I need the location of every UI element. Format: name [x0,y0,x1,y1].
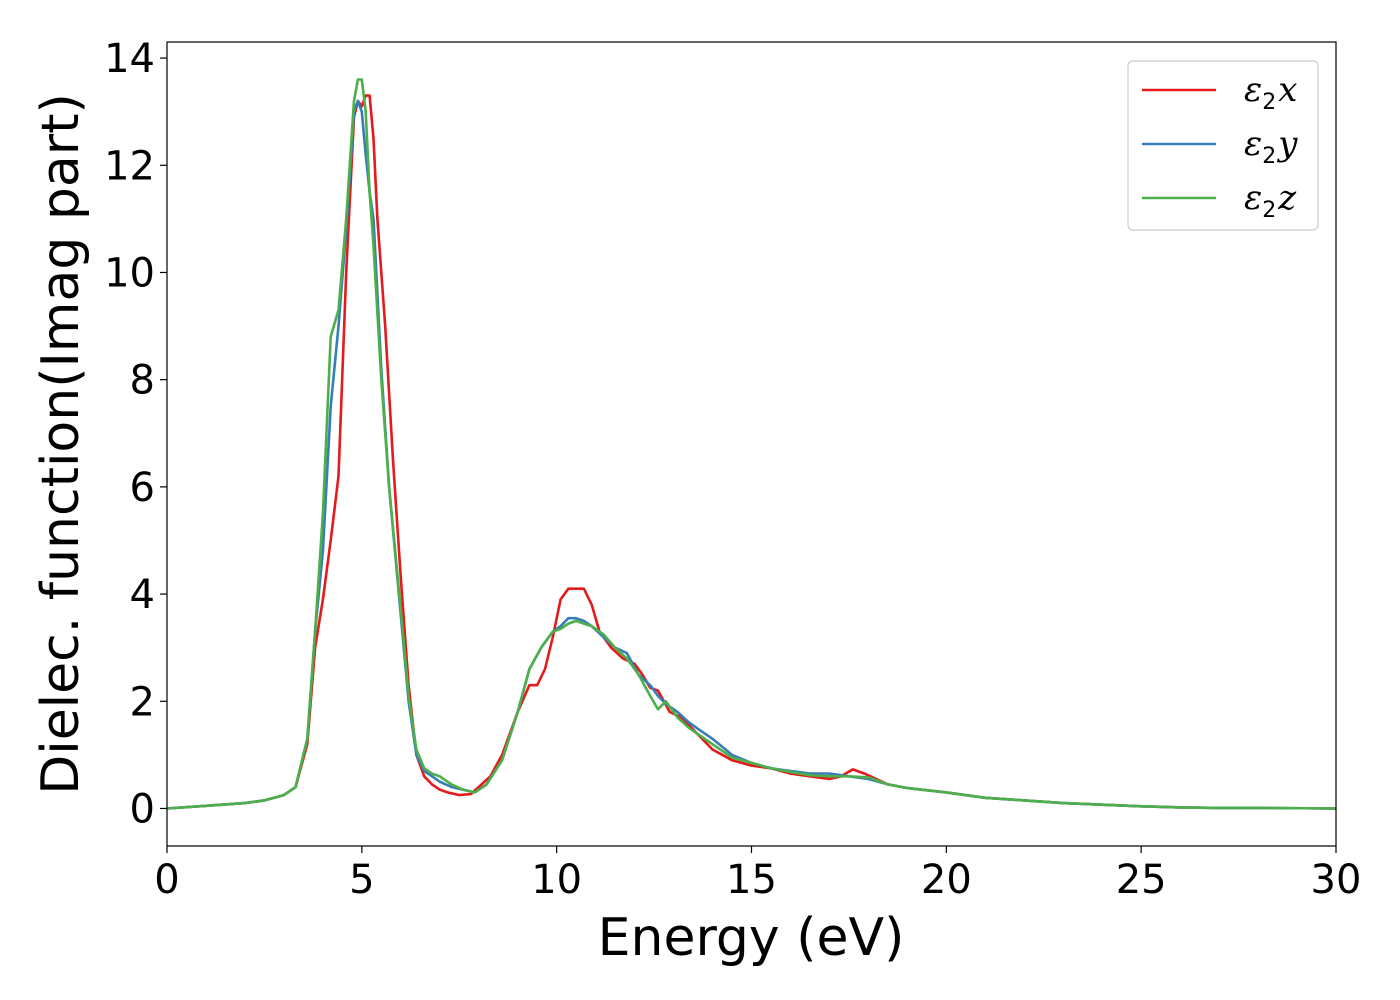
x-tick-label: 5 [349,857,374,903]
y-axis: 0 2 4 6 8 10 12 14 [104,36,167,832]
legend-label-x: ε2x [1244,70,1297,115]
y-tick-label: 10 [104,250,155,296]
series-line-z [166,78,1337,810]
x-axis: 0 5 10 15 20 25 30 [154,846,1361,903]
x-tick-label: 20 [921,857,972,903]
x-tick-label: 10 [531,857,582,903]
legend: ε2x ε2y ε2z [1127,60,1319,231]
legend-label-z: ε2z [1244,178,1297,223]
x-tick-label: 25 [1116,857,1167,903]
y-tick-label: 0 [130,786,155,832]
y-tick-label: 2 [130,679,155,725]
x-tick-label: 0 [154,857,179,903]
y-tick-label: 6 [130,465,155,511]
y-axis-title: Dielec. function(Imag part) [31,93,91,795]
x-axis-title: Energy (eV) [598,908,905,968]
x-tick-label: 15 [726,857,777,903]
y-tick-label: 4 [130,572,155,618]
legend-label-y: ε2y [1244,124,1298,169]
y-tick-label: 12 [104,143,155,189]
legend-box [1127,60,1319,231]
plot-lines [166,78,1337,810]
y-tick-label: 14 [104,36,155,82]
x-tick-label: 30 [1311,857,1362,903]
y-tick-label: 8 [130,358,155,404]
